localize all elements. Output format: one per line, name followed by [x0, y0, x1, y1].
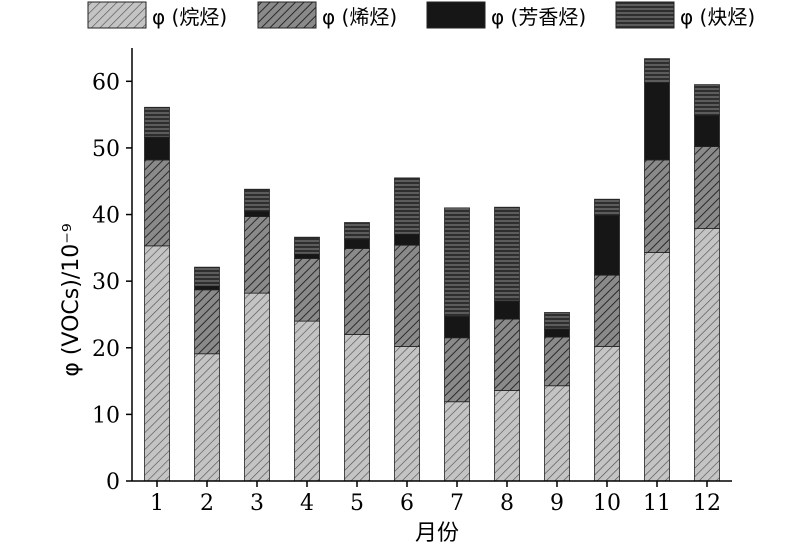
bar-segment-1 [494, 390, 520, 482]
bar-segment-2 [544, 336, 570, 387]
bar-segment-2 [494, 318, 520, 391]
bar-segment-1 [194, 353, 220, 482]
bar-segment-4 [344, 222, 370, 240]
bar-segment-1 [644, 252, 670, 482]
bar-segment-2 [394, 244, 420, 347]
bar-segment-3 [144, 136, 170, 161]
bar-segment-3 [194, 285, 220, 291]
legend-label: φ (炔烃) [680, 5, 755, 29]
bar-segment-1 [594, 346, 620, 482]
x-axis-title: 月份 [415, 521, 459, 546]
x-tick-label: 2 [200, 491, 214, 516]
y-tick-label: 40 [92, 204, 120, 229]
y-tick-label: 10 [92, 403, 120, 428]
bar-segment-2 [344, 248, 370, 335]
bar-segment-4 [144, 106, 170, 138]
x-tick-label: 11 [643, 491, 671, 516]
x-tick-label: 4 [300, 491, 314, 516]
x-tick-label: 8 [500, 491, 514, 516]
bar-segment-1 [294, 320, 320, 482]
bar-segment-4 [294, 236, 320, 255]
bar-segment-3 [294, 253, 320, 259]
bar-segment-4 [244, 188, 270, 212]
y-axis-title: φ (VOCs)/10⁻⁹ [59, 223, 84, 376]
x-tick-label: 5 [350, 491, 364, 516]
bar-segment-2 [294, 258, 320, 322]
bar-segment-3 [594, 214, 620, 276]
x-tick-label: 1 [150, 491, 164, 516]
y-tick-label: 50 [92, 137, 120, 162]
bar-segment-1 [444, 401, 470, 482]
x-tick-label: 6 [400, 491, 414, 516]
x-tick-label: 3 [250, 491, 264, 516]
y-tick-label: 30 [92, 270, 120, 295]
bar-segment-1 [394, 346, 420, 482]
legend-label: φ (芳香烃) [491, 5, 586, 29]
bar-segment-3 [444, 316, 470, 339]
bar-segment-4 [494, 206, 520, 302]
bar-segment-4 [694, 84, 720, 116]
legend-swatch [426, 1, 486, 29]
legend-swatch [87, 1, 147, 29]
legend-label: φ (烯烃) [322, 5, 397, 29]
x-tick-label: 12 [693, 491, 721, 516]
bar-segment-2 [644, 159, 670, 253]
bar-segment-4 [194, 266, 220, 287]
bar-segment-4 [394, 177, 420, 235]
legend: φ (烷烃) φ (烯烃) φ (芳香烃) φ (炔烃) [87, 1, 755, 29]
bar-segment-1 [344, 334, 370, 482]
bar-segment-4 [644, 58, 670, 84]
y-ticks: 0 10 20 30 40 50 60 [92, 70, 132, 495]
bar-segment-1 [694, 228, 720, 482]
legend-swatch [257, 1, 317, 29]
y-tick-label: 0 [106, 470, 120, 495]
bar-segment-2 [194, 289, 220, 355]
bar-segment-4 [444, 207, 470, 317]
bar-segment-2 [694, 146, 720, 229]
bar-segment-1 [244, 292, 270, 482]
bar-segment-1 [544, 385, 570, 482]
bar-segment-3 [644, 82, 670, 161]
bar-segment-3 [694, 114, 720, 147]
bar-segment-3 [544, 328, 570, 338]
x-tick-label: 10 [593, 491, 621, 516]
bar-segment-3 [244, 210, 270, 217]
legend-swatch [615, 1, 675, 29]
bar-segment-2 [444, 337, 470, 403]
legend-label: φ (烷烃) [152, 5, 227, 29]
axes-group [131, 48, 732, 482]
y-tick-label: 60 [92, 70, 120, 95]
x-tick-label: 7 [450, 491, 464, 516]
bar-segment-2 [594, 274, 620, 347]
bar-segment-2 [244, 216, 270, 294]
x-ticks: 1 2 3 4 5 6 7 8 9 10 11 12 [150, 481, 721, 516]
y-tick-label: 20 [92, 337, 120, 362]
bar-segment-2 [144, 159, 170, 247]
bar-segment-3 [494, 300, 520, 320]
x-tick-label: 9 [550, 491, 564, 516]
bar-segment-4 [544, 312, 570, 330]
bars-group [144, 58, 720, 482]
bar-segment-3 [394, 233, 420, 246]
bar-segment-4 [594, 198, 620, 216]
bar-segment-3 [344, 238, 370, 249]
bar-segment-1 [144, 245, 170, 482]
